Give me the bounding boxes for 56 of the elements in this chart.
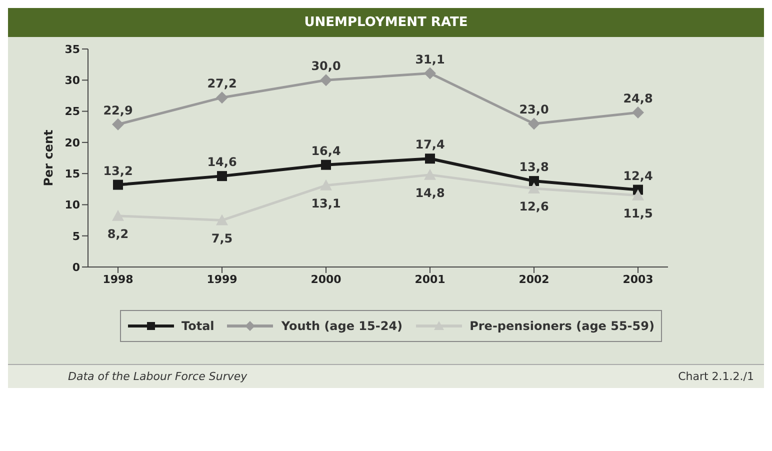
point bbox=[424, 168, 436, 180]
point bbox=[529, 176, 539, 186]
chart-title: UNEMPLOYMENT RATE bbox=[8, 8, 764, 37]
point bbox=[320, 74, 332, 86]
x-tick-label: 2001 bbox=[414, 272, 446, 286]
x-tick-label: 1999 bbox=[206, 272, 238, 286]
x-tick-label: 1998 bbox=[102, 272, 134, 286]
legend-label: Youth (age 15-24) bbox=[280, 319, 403, 333]
data-label: 31,1 bbox=[415, 52, 445, 66]
y-tick-label: 10 bbox=[64, 198, 80, 212]
point bbox=[217, 171, 227, 182]
y-tick-label: 35 bbox=[64, 42, 80, 56]
data-label: 13,8 bbox=[519, 160, 549, 174]
caption: Chart 2.1.2./1 bbox=[678, 370, 754, 383]
data-label: 27,2 bbox=[207, 76, 237, 91]
data-label: 17,4 bbox=[415, 138, 445, 152]
data-label: 23,0 bbox=[519, 102, 549, 117]
data-label: 7,5 bbox=[211, 231, 233, 246]
data-label: 12,4 bbox=[623, 168, 653, 183]
point bbox=[632, 189, 644, 200]
point bbox=[528, 182, 540, 194]
data-label: 12,6 bbox=[519, 200, 549, 214]
data-label: 13,2 bbox=[103, 164, 133, 178]
data-label: 16,4 bbox=[311, 144, 341, 158]
data-label: 14,8 bbox=[415, 186, 445, 200]
y-tick-label: 30 bbox=[64, 74, 80, 88]
point bbox=[216, 92, 228, 104]
data-label: 24,8 bbox=[623, 92, 653, 106]
point bbox=[216, 214, 228, 226]
point bbox=[320, 179, 332, 190]
point bbox=[112, 118, 124, 130]
y-tick-label: 25 bbox=[64, 105, 80, 118]
legend-label: Pre-pensioners (age 55-59) bbox=[468, 319, 654, 333]
y-axis-title: Per cent bbox=[41, 129, 56, 186]
point bbox=[425, 154, 435, 164]
point bbox=[632, 106, 644, 119]
text: Data of the Labour Force Survey bbox=[68, 370, 248, 383]
y-tick-label: 0 bbox=[72, 260, 80, 274]
data-label: 30,0 bbox=[311, 59, 341, 74]
point bbox=[528, 118, 540, 130]
y-tick-label: 15 bbox=[64, 167, 80, 180]
point bbox=[424, 67, 436, 80]
point bbox=[112, 210, 124, 221]
point bbox=[113, 180, 123, 190]
y-tick-label: 5 bbox=[72, 230, 80, 243]
x-tick-label: 2000 bbox=[310, 272, 342, 286]
y-tick-label: 20 bbox=[64, 136, 80, 150]
data-label: 8,2 bbox=[107, 226, 129, 241]
x-tick-label: 2003 bbox=[622, 272, 654, 286]
data-label: 13,1 bbox=[311, 196, 341, 210]
data-label: 11,5 bbox=[623, 206, 653, 220]
point bbox=[321, 160, 331, 170]
legend-label: Total bbox=[180, 319, 214, 333]
data-label: 22,9 bbox=[103, 103, 133, 118]
x-tick-label: 2002 bbox=[518, 272, 550, 286]
data-label: 14,6 bbox=[207, 155, 237, 170]
